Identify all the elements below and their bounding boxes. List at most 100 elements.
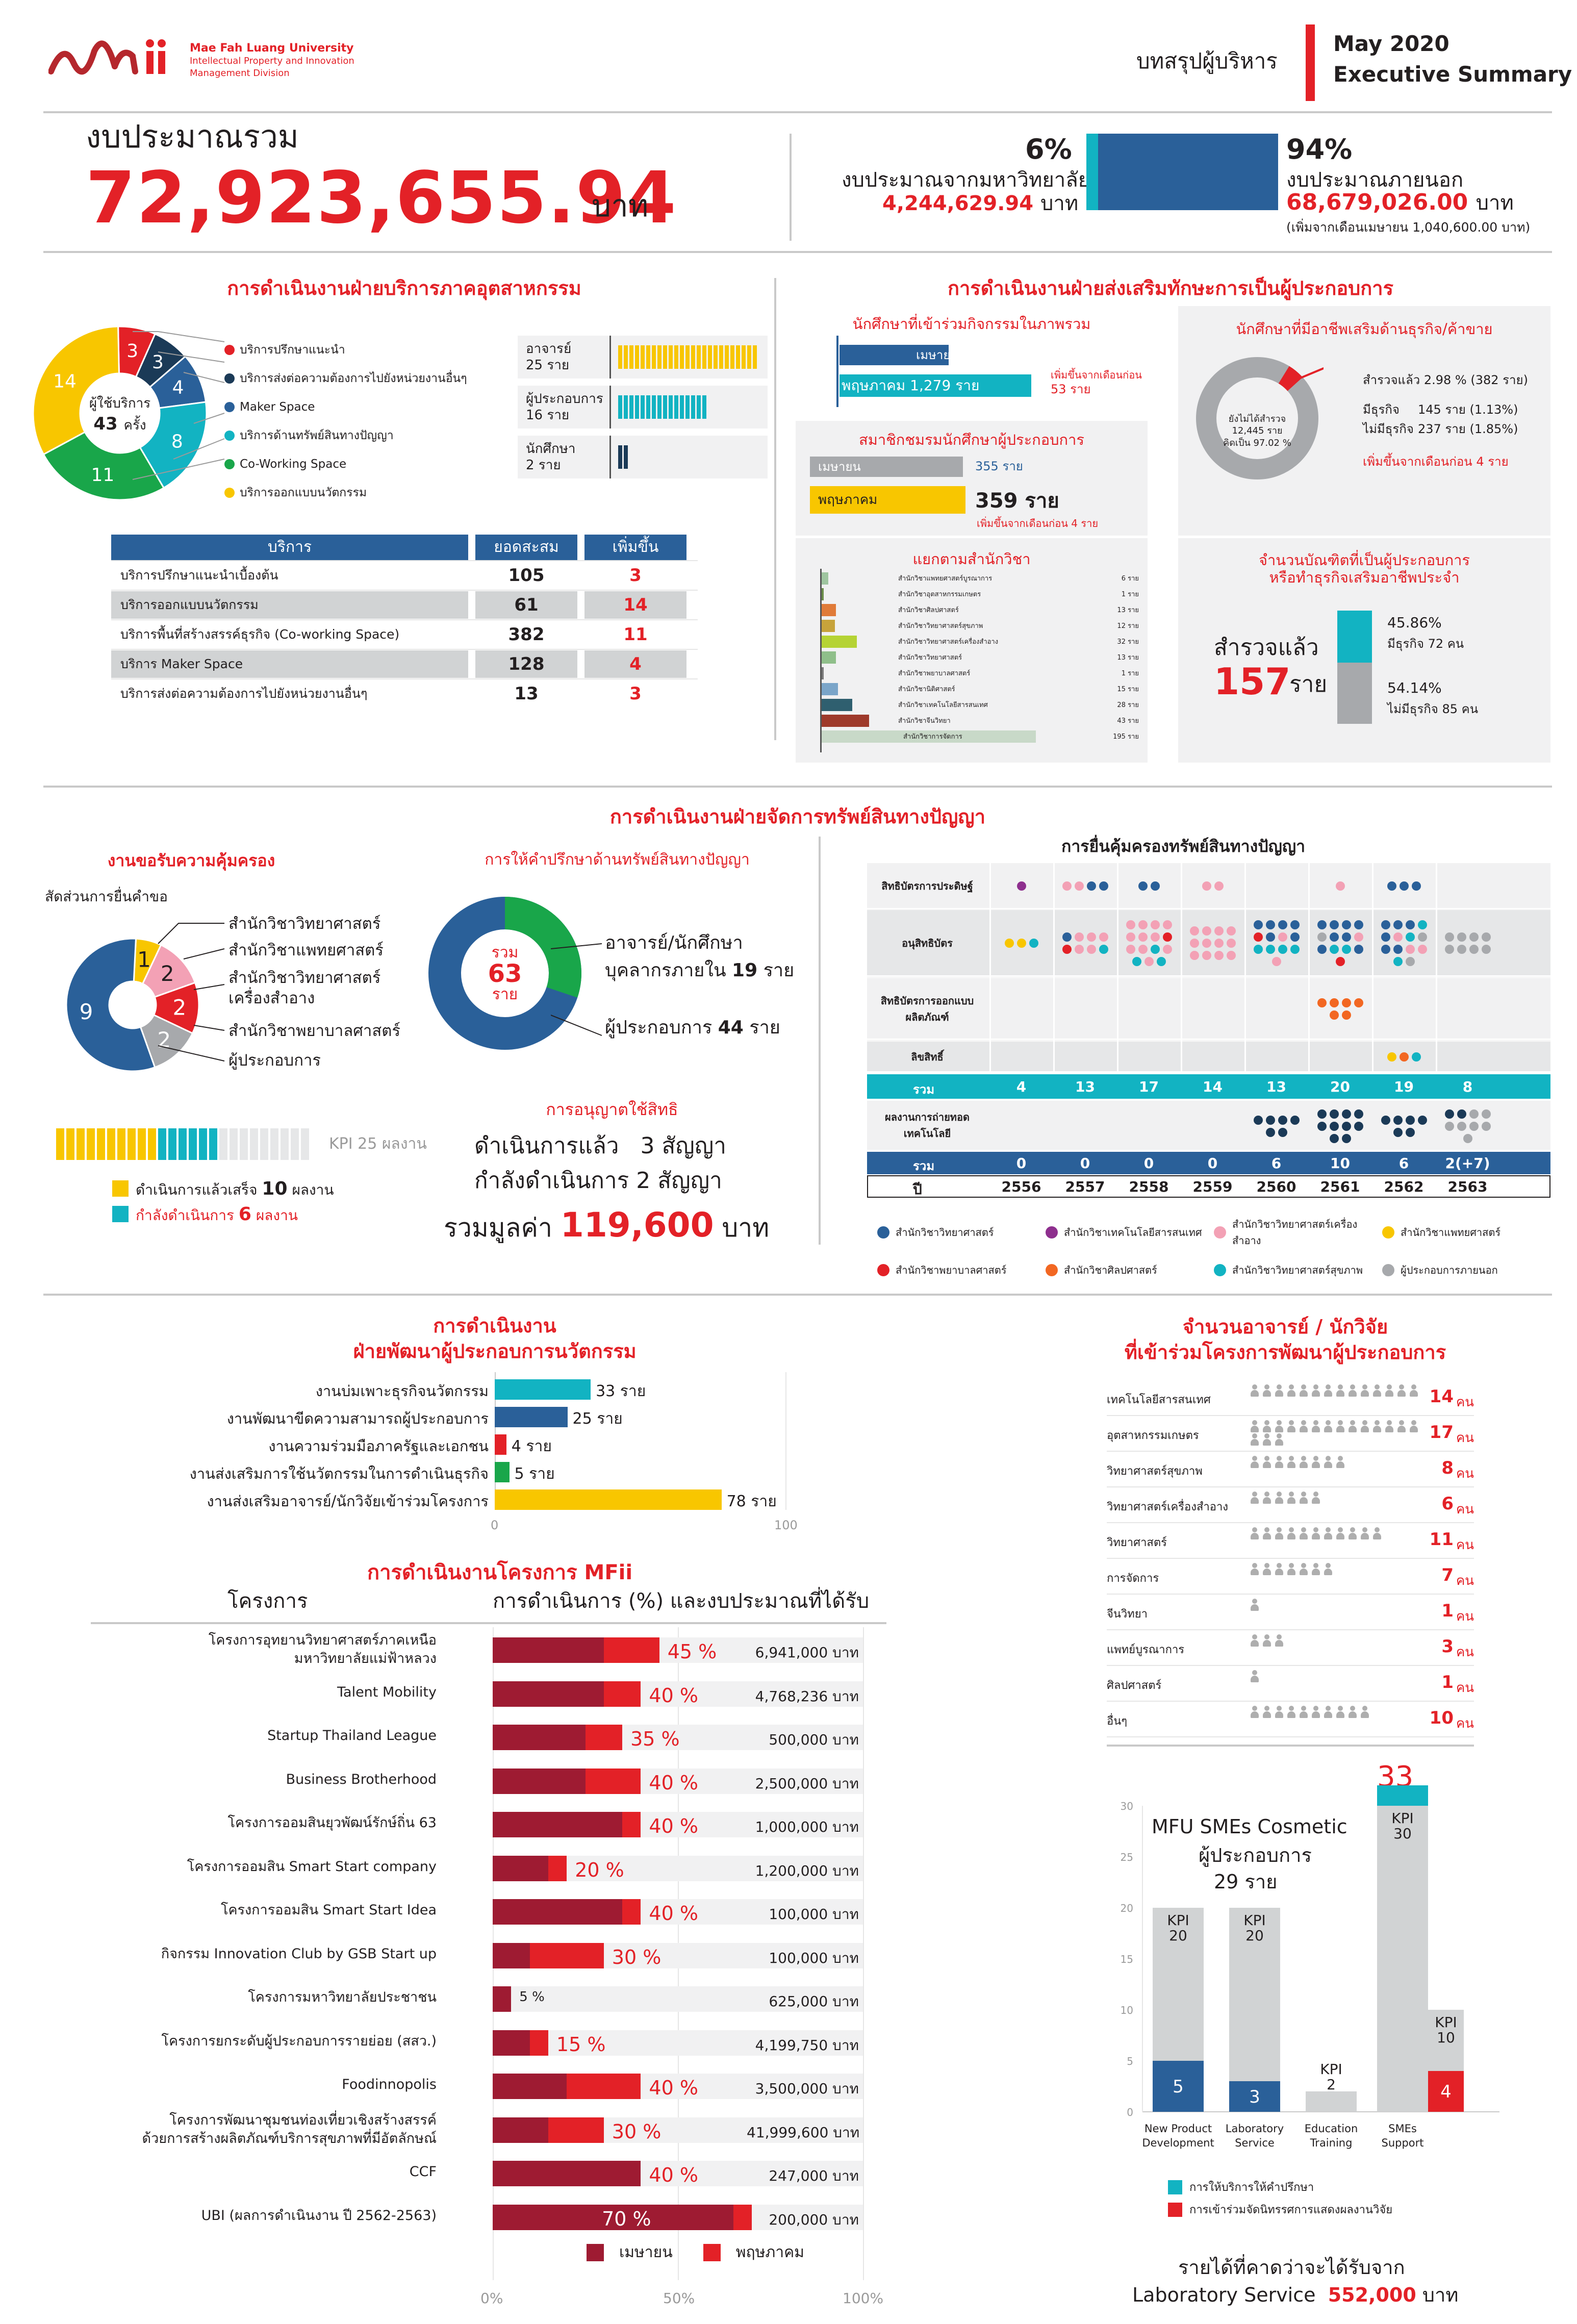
smes-actual-bar-1: [1229, 2081, 1280, 2112]
smes-kpi-bar-2: [1306, 2091, 1357, 2112]
filing-dot-1-5-12: [1335, 957, 1345, 966]
user-tick-0-2: [629, 345, 633, 369]
filing-cell-0-5: [1313, 868, 1367, 904]
user-tick-2-0: [618, 445, 622, 469]
user-tick-0-22: [742, 345, 746, 369]
grad-pct1: 45.86%: [1387, 614, 1442, 631]
filing-dot-0-0-0: [1016, 881, 1026, 891]
school-row-2: สำนักวิชาศิลปศาสตร์ 13 ราย: [822, 602, 1143, 618]
school-name-0: สำนักวิชาแพทยศาสตร์บูรณาการ: [898, 575, 993, 583]
legend-dot-1: [224, 373, 235, 384]
filing-total-0: 4: [1016, 1078, 1027, 1095]
researcher-unit-4: คน: [1456, 1537, 1474, 1553]
dev-bar-value-0: 33 ราย: [596, 1382, 646, 1400]
filing-year-row: [867, 1175, 1550, 1198]
smes-cat1-2: Education: [1305, 2123, 1358, 2135]
school-row-0: สำนักวิชาแพทยศาสตร์บูรณาการ 6 ราย: [822, 571, 1143, 587]
person-icon: [1286, 1563, 1296, 1576]
school-name-7: สำนักวิชานิติศาสตร์: [898, 686, 955, 693]
req-title: งานขอรับความคุ้มครอง: [107, 851, 275, 870]
person-icon: [1262, 1456, 1272, 1469]
person-icon: [1250, 1384, 1260, 1398]
dev-title2: ฝ่ายพัฒนาผู้ประกอบการนวัตกรรม: [353, 1340, 637, 1362]
filing-dot-1-2-4: [1126, 932, 1135, 942]
grad-unit: ราย: [1289, 671, 1328, 697]
legend-apr-swatch: [587, 2243, 604, 2261]
researcher-icons-5: [1249, 1563, 1422, 1576]
filing-col-sep-0: [989, 863, 991, 1194]
school-bar-7: [822, 683, 838, 695]
project-name-13: UBI (ผลการดำเนินงาน ปี 2562-2563): [201, 2207, 437, 2224]
students-panel: นักศึกษาที่เข้าร่วมกิจกรรมในภาพรวม เมษาย…: [796, 306, 1148, 418]
dev-bar-value-1: 25 ราย: [572, 1410, 623, 1428]
graduates-panel: จำนวนบัณฑิตที่เป็นผู้ประกอบการ หรือทำธุร…: [1178, 538, 1550, 763]
user-bars-0: [618, 345, 757, 369]
filing-dot-1-2-8: [1126, 945, 1135, 954]
donut-center-unit: ครั้ง: [123, 418, 146, 433]
filing-dot-1-4-5: [1265, 932, 1275, 942]
user-bars-2: [618, 445, 628, 469]
filing-legend-5: สำนักวิชาศิลปศาสตร์: [1046, 1262, 1214, 1278]
club-panel: สมาชิกชมรมนักศึกษาผู้ประกอบการ เมษายน 35…: [796, 421, 1148, 536]
kpi-cell-8: [138, 1128, 146, 1160]
has-biz-value: 145 ราย (1.13%): [1418, 402, 1518, 417]
consult-center-value: 63: [488, 959, 522, 988]
filing-dot-1-6-4: [1381, 932, 1390, 942]
dev-bar-label-1: งานพัฒนาขีดความสามารถผู้ประกอบการ: [226, 1410, 489, 1427]
club-title: สมาชิกชมรมนักศึกษาผู้ประกอบการ: [859, 431, 1084, 448]
filing-dot-2-5-4: [1329, 1011, 1339, 1020]
filing-dot-1-4-12: [1271, 957, 1281, 966]
ip-title: การดำเนินงานฝ่ายจัดการทรัพย์สินทางปัญญา: [609, 805, 986, 828]
table-inc-3: 4: [584, 650, 686, 678]
filing-tech-dot-7-0: [1444, 1109, 1454, 1119]
division-line2: Management Division: [190, 68, 290, 79]
filing-legend-dot-0: [877, 1226, 889, 1239]
filing-dot-1-2-0: [1126, 920, 1135, 929]
done-swatch: [112, 1180, 129, 1197]
user-tick-1-5: [646, 395, 650, 419]
filing-tech-dot-5-1: [1329, 1109, 1339, 1119]
filing-dot-1-7-0: [1444, 932, 1454, 942]
filing-tech-dot-7-8: [1463, 1134, 1472, 1143]
filing-cell-0-2: [1122, 868, 1176, 904]
filing-dot-1-4-7: [1290, 932, 1300, 942]
has-biz-label: มีธุรกิจ: [1363, 402, 1400, 417]
filing-dot-1-6-13: [1405, 957, 1415, 966]
filing-dot-3-6-1: [1399, 1052, 1409, 1062]
smes-cat1-1: Laboratory: [1226, 2123, 1284, 2135]
schools-axis: [820, 569, 822, 752]
table-service-3: บริการ Maker Space: [111, 650, 468, 678]
smes-actual-bar-4: [1428, 2071, 1464, 2112]
person-icon: [1335, 1420, 1345, 1433]
filing-dot-1-1-0: [1062, 932, 1072, 942]
person-icon: [1323, 1456, 1333, 1469]
filing-dot-1-7-3: [1481, 932, 1491, 942]
dev-bar-0: [495, 1379, 591, 1400]
dev-bar-label-4: งานส่งเสริมอาจารย์/นักวิจัยเข้าร่วมโครงก…: [207, 1493, 489, 1510]
project-pct-3: 40 %: [649, 1771, 698, 1794]
gauge-surveyed-arc: [1278, 366, 1303, 391]
budget-total: 72,923,655.94: [86, 157, 677, 240]
projects-axis-0: 0%: [480, 2290, 503, 2307]
filing-dot-1-1-6: [1086, 945, 1096, 954]
researcher-row-4: วิทยาศาสตร์ 11 คน: [1107, 1523, 1474, 1559]
person-icon: [1299, 1492, 1309, 1505]
filing-tech-dot-6-3: [1417, 1116, 1427, 1125]
dev-axis-100: 100: [774, 1518, 798, 1532]
person-icon: [1250, 1670, 1260, 1683]
done-legend-unit: ผลงาน: [292, 1181, 334, 1198]
smes-legend-2-swatch: [1168, 2202, 1182, 2217]
project-apr-bar-13: [493, 2204, 733, 2230]
smes-kpi-label-4: KPI: [1435, 2014, 1457, 2031]
donut-value-2: 2: [173, 995, 187, 1020]
project-apr-bar-5: [493, 1855, 548, 1881]
projects-rows: โครงการอุทยานวิทยาศาสตร์ภาคเหนือ มหาวิทยา…: [51, 1630, 887, 2241]
person-icon: [1360, 1384, 1370, 1398]
researchers-title1: จำนวนอาจารย์ / นักวิจัย: [1182, 1316, 1388, 1338]
person-icon: [1286, 1420, 1296, 1433]
gauge-center-text: ยังไม่ได้สำรวจ 12,445 ราย คิดเป็น 97.02 …: [1209, 413, 1306, 449]
filing-tech-dot-4-2: [1278, 1116, 1287, 1125]
donut-value-3: 8: [171, 432, 183, 452]
smes-ytick-1: 25: [1121, 1851, 1133, 1863]
